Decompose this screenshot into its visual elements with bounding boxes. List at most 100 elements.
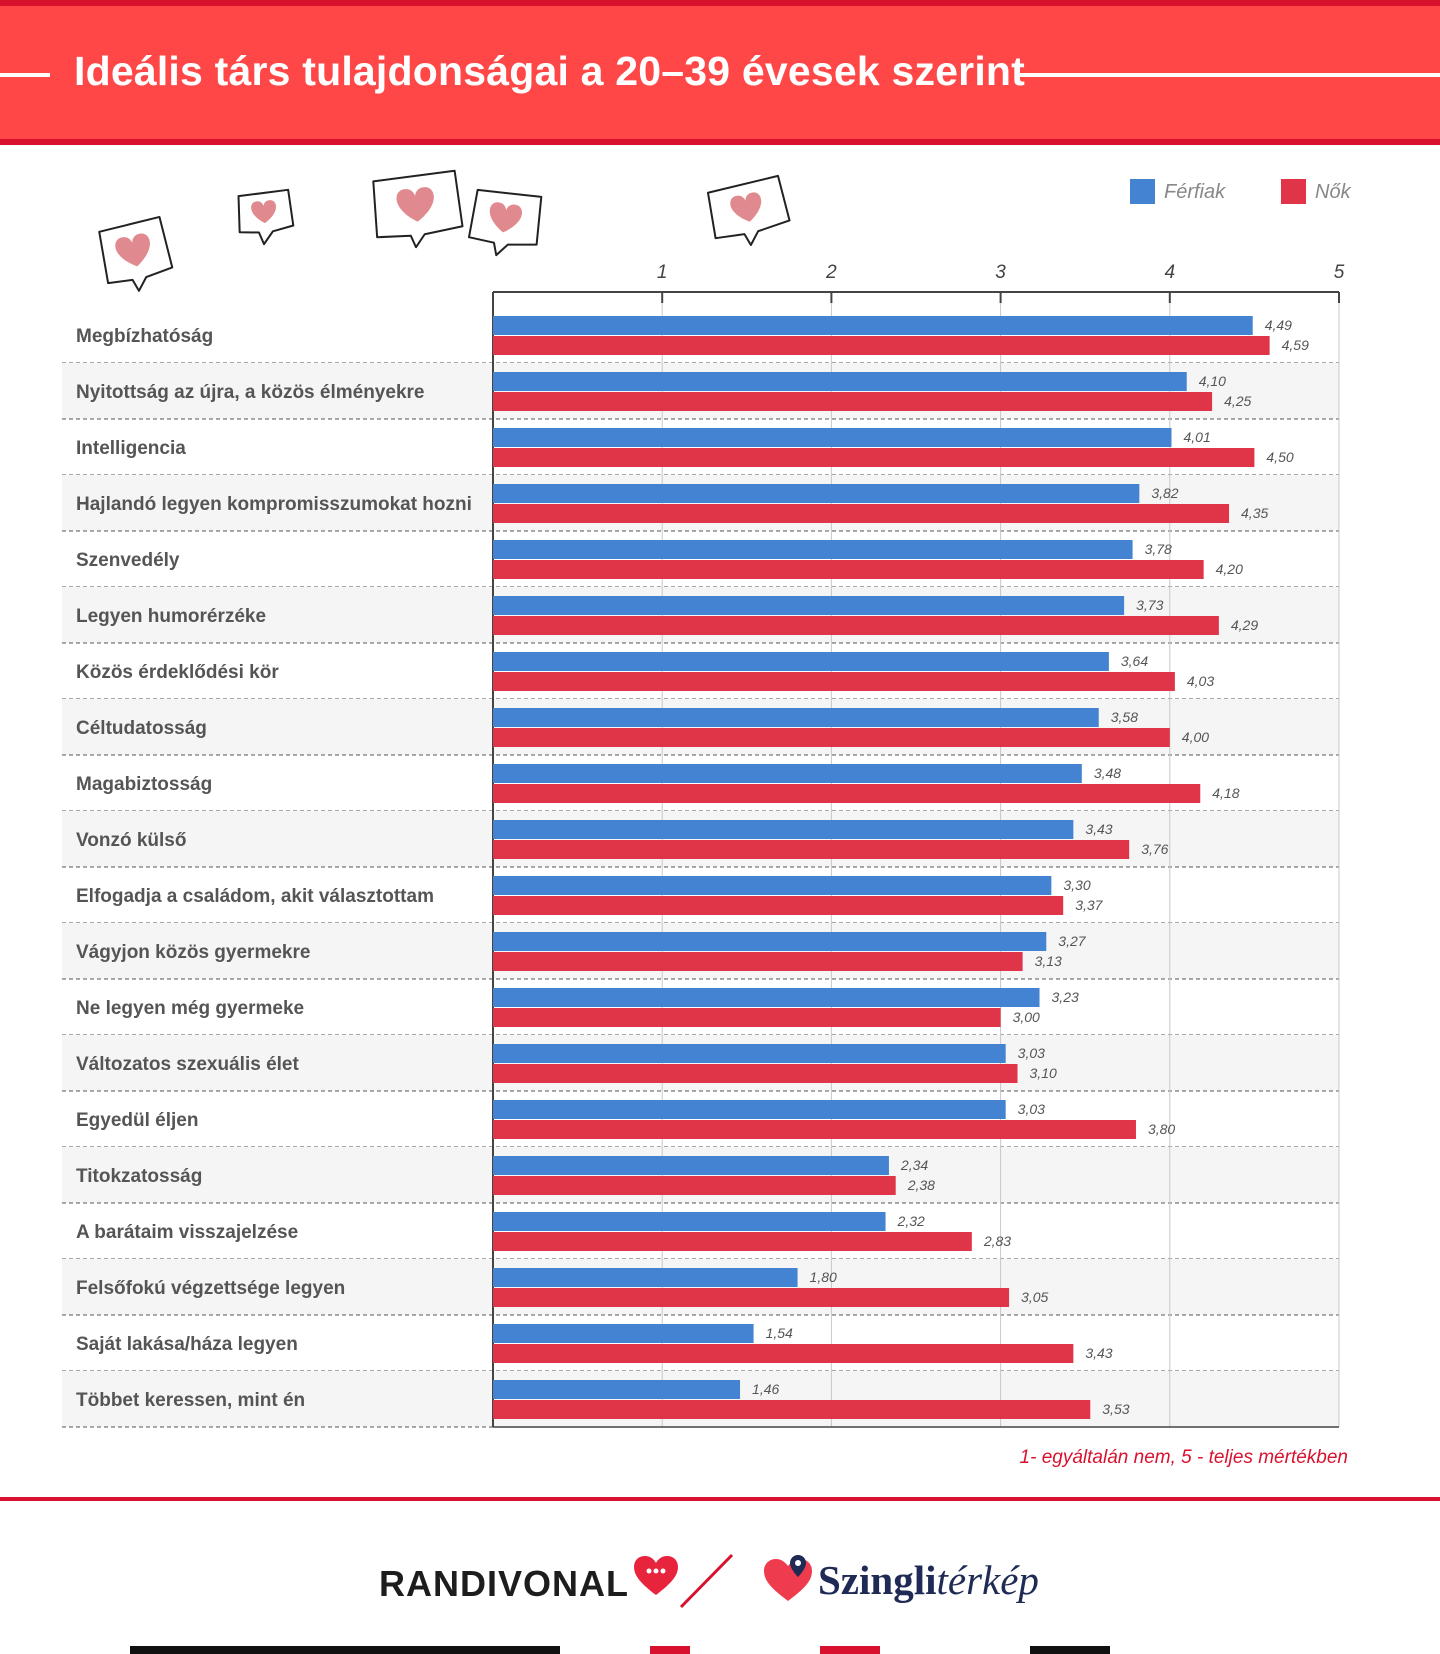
header-rule-right — [1020, 73, 1440, 77]
legend-swatch — [1130, 179, 1155, 204]
bar-nok — [493, 560, 1204, 579]
bar-ferfiak — [493, 596, 1125, 615]
bar-nok — [493, 1176, 896, 1195]
bar-nok — [493, 1400, 1091, 1419]
bar-ferfiak — [493, 1044, 1006, 1063]
tick-label: 4 — [1165, 262, 1176, 283]
legend-label: Nők — [1315, 181, 1352, 203]
value-label: 4,00 — [1182, 729, 1209, 745]
category-label: Változatos szexuális élet — [76, 1054, 299, 1075]
value-label: 4,49 — [1265, 317, 1292, 333]
value-label: 4,18 — [1212, 785, 1239, 801]
bar-ferfiak — [493, 820, 1074, 839]
speech-bubble-icon — [706, 174, 791, 247]
value-label: 3,53 — [1102, 1401, 1129, 1417]
value-label: 3,27 — [1058, 933, 1086, 949]
value-label: 3,03 — [1018, 1045, 1045, 1061]
value-label: 3,80 — [1148, 1121, 1175, 1137]
bar-ferfiak — [493, 1380, 741, 1399]
bar-chart: 1 2 3 4 5 Megbízhatóság Nyitottság az újra, a… — [62, 169, 1352, 1428]
heart-icon — [489, 202, 522, 233]
heart-icon — [115, 233, 150, 267]
bar-ferfiak — [493, 484, 1140, 503]
category-label: Titokzatosság — [76, 1166, 202, 1187]
value-label: 3,37 — [1075, 897, 1103, 913]
value-label: 4,59 — [1282, 337, 1309, 353]
value-label: 4,20 — [1216, 561, 1243, 577]
heart-icon — [251, 200, 277, 224]
bar-ferfiak — [493, 652, 1109, 671]
bar-nok — [493, 1120, 1136, 1139]
value-label: 2,38 — [907, 1177, 935, 1193]
value-label: 2,32 — [897, 1213, 925, 1229]
bar-nok — [493, 728, 1170, 747]
cropped-bottom-text — [130, 1646, 1310, 1654]
bar-nok — [493, 448, 1255, 467]
category-label: Magabiztosság — [76, 774, 212, 795]
bar-ferfiak — [493, 876, 1052, 895]
legend-label: Férfiak — [1164, 181, 1226, 203]
bar-nok — [493, 336, 1270, 355]
bar-ferfiak — [493, 988, 1040, 1007]
bar-nok — [493, 1344, 1074, 1363]
value-label: 3,82 — [1151, 485, 1178, 501]
bar-nok — [493, 784, 1201, 803]
legend-swatch — [1281, 179, 1306, 204]
bar-ferfiak — [493, 1100, 1006, 1119]
speech-bubble-icon — [98, 215, 174, 292]
category-label: Vágyjon közös gyermekre — [76, 942, 310, 963]
legend: Férfiak Nők — [1130, 179, 1352, 204]
szinglimap-logo-italic: térkép — [936, 1557, 1039, 1603]
category-label: Elfogadja a családom, akit választottam — [76, 886, 434, 907]
bar-ferfiak — [493, 708, 1099, 727]
szinglimap-logo-bold: Szingli — [818, 1557, 937, 1603]
value-label: 3,73 — [1136, 597, 1163, 613]
bar-ferfiak — [493, 1324, 754, 1343]
value-label: 3,78 — [1145, 541, 1172, 557]
bar-nok — [493, 672, 1175, 691]
value-label: 4,50 — [1266, 449, 1293, 465]
bar-ferfiak — [493, 428, 1172, 447]
category-label: Közös érdeklődési kör — [76, 662, 279, 683]
speech-bubble-hearts — [98, 169, 791, 292]
value-label: 3,10 — [1030, 1065, 1057, 1081]
category-label: Saját lakása/háza legyen — [76, 1334, 298, 1355]
category-label: Hajlandó legyen kompromisszumokat hozni — [76, 494, 472, 515]
footer-rule — [0, 1497, 1440, 1501]
category-label: Szenvedély — [76, 550, 180, 571]
value-label: 3,64 — [1121, 653, 1148, 669]
bar-ferfiak — [493, 540, 1133, 559]
heart-icon — [730, 192, 762, 222]
category-label: Céltudatosság — [76, 718, 207, 739]
value-label: 4,35 — [1241, 505, 1268, 521]
tick-label: 5 — [1334, 262, 1345, 283]
value-label: 3,76 — [1141, 841, 1168, 857]
bar-nok — [493, 952, 1023, 971]
speech-bubble-icon — [372, 169, 464, 249]
bar-nok — [493, 1288, 1010, 1307]
value-label: 1,54 — [766, 1325, 793, 1341]
speech-bubble-icon — [237, 188, 295, 246]
tick-label: 1 — [657, 262, 668, 283]
value-label: 2,34 — [900, 1157, 928, 1173]
bar-ferfiak — [493, 1156, 889, 1175]
heart-icon — [396, 187, 434, 222]
bar-nok — [493, 616, 1219, 635]
randivonal-logo: RANDIVONAL — [379, 1563, 629, 1604]
value-label: 2,83 — [983, 1233, 1011, 1249]
value-label: 4,01 — [1183, 429, 1210, 445]
bar-nok — [493, 840, 1130, 859]
category-label: Nyitottság az újra, a közös élményekre — [76, 382, 424, 403]
bar-nok — [493, 392, 1213, 411]
value-label: 1,46 — [752, 1381, 779, 1397]
logo-bar: RANDIVONAL Szinglitérkép — [0, 1501, 1440, 1654]
value-label: 4,29 — [1231, 617, 1258, 633]
scale-note: 1- egyáltalán nem, 5 - teljes mértékben — [1019, 1447, 1348, 1468]
value-label: 3,30 — [1063, 877, 1090, 893]
category-label: Ne legyen még gyermeke — [76, 998, 304, 1019]
value-label: 4,03 — [1187, 673, 1214, 689]
bar-ferfiak — [493, 316, 1253, 335]
value-label: 4,10 — [1199, 373, 1226, 389]
logo-divider — [679, 1553, 734, 1609]
szinglimap-heart-icon — [764, 1555, 812, 1601]
